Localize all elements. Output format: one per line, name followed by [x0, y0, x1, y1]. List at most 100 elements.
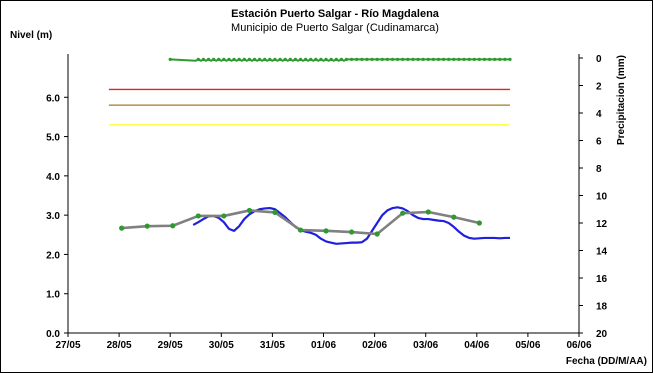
precipitation-point	[375, 57, 379, 61]
series-point-1	[221, 213, 227, 219]
precipitation-point	[457, 57, 461, 61]
x-ticks: 27/05 28/05 29/05 30/05 31/05 01/06 02/06 03/06…	[55, 333, 592, 351]
precipitation-point	[212, 57, 216, 61]
series-point-1	[170, 223, 176, 229]
precipitation-point	[370, 57, 374, 61]
precipitation-point	[493, 57, 497, 61]
y-tick-label: 3.0	[46, 211, 60, 222]
precipitation-point	[222, 57, 226, 61]
series-point-1	[476, 220, 482, 226]
y-tick-label: 0.0	[46, 329, 60, 340]
precipitation-point	[503, 57, 507, 61]
precipitation-point	[334, 57, 338, 61]
series-point-1	[425, 209, 431, 215]
y-ticks: 0.0 1.0 2.0 3.0 4.0 5.0 6.0	[46, 93, 68, 340]
precipitation-point	[242, 57, 246, 61]
y-tick-label: 1.0	[46, 290, 60, 301]
series-point-1	[349, 229, 355, 235]
precipitation-point	[283, 57, 287, 61]
precipitation-point	[390, 57, 395, 61]
threshold-lines	[108, 88, 511, 126]
x-tick-label: 01/06	[311, 340, 336, 351]
series-point-1	[451, 214, 457, 220]
precipitation-series	[168, 57, 512, 62]
x-tick-label: 27/05	[55, 340, 80, 351]
precipitation-point	[426, 57, 430, 61]
precipitation-point	[395, 57, 400, 61]
y-tick-label: 4.0	[46, 172, 60, 183]
precipitation-point	[298, 57, 303, 61]
precipitation-point	[462, 57, 466, 61]
y2-tick-label: 2	[596, 82, 602, 93]
series-point-1	[195, 213, 201, 219]
precipitation-point	[339, 57, 343, 61]
x-axis-label: Fecha (DD/M/AA)	[566, 356, 647, 367]
precipitation-point	[319, 57, 323, 61]
x-tick-label: 06/06	[566, 340, 591, 351]
precipitation-point	[258, 57, 262, 61]
precipitation-point	[324, 57, 328, 61]
series-point-1	[272, 209, 278, 215]
series-point-1	[246, 207, 253, 214]
y-tick-label: 2.0	[46, 250, 60, 261]
precipitation-point	[293, 57, 297, 61]
precipitation-point	[436, 57, 441, 61]
y2-tick-label: 6	[596, 137, 602, 148]
precipitation-point	[380, 57, 384, 61]
precipitation-point	[482, 57, 487, 61]
precipitation-point	[227, 57, 231, 61]
x-tick-label: 04/06	[464, 340, 489, 351]
level-series-group	[119, 206, 511, 245]
y-tick-label: 5.0	[46, 133, 60, 144]
precipitation-point	[252, 57, 257, 61]
precipitation-point	[401, 57, 405, 61]
x-tick-label: 29/05	[158, 340, 183, 351]
chart-title: Estación Puerto Salgar - Río Magdalena	[231, 8, 440, 20]
y2-tick-label: 12	[596, 219, 608, 230]
precipitation-point	[441, 57, 446, 61]
precipitation-point	[411, 57, 415, 61]
chart-subtitle: Municipio de Puerto Salgar (Cudinamarca)	[231, 22, 439, 34]
precipitation-point	[268, 57, 272, 61]
precipitation-point	[304, 57, 308, 61]
precipitation-point	[472, 57, 476, 61]
precipitation-point	[350, 57, 354, 61]
precipitation-point	[273, 57, 277, 61]
series-line-0	[192, 206, 511, 245]
precipitation-point	[168, 57, 172, 61]
precipitation-point	[385, 57, 389, 61]
series-point-1	[119, 225, 125, 231]
y2-tick-label: 0	[596, 54, 602, 65]
precipitation-point	[447, 57, 451, 61]
x-tick-label: 30/05	[209, 340, 234, 351]
series-point-1	[323, 228, 329, 234]
precipitation-point	[498, 57, 502, 61]
y2-tick-label: 4	[596, 109, 602, 120]
precipitation-point	[314, 57, 318, 61]
y2-tick-label: 10	[596, 192, 608, 203]
precipitation-point	[329, 57, 333, 61]
precipitation-point	[467, 57, 471, 61]
y2-axis-label: Precipitacion (mm)	[616, 55, 627, 145]
precipitation-point	[416, 57, 420, 61]
series-point-1	[400, 210, 406, 216]
precipitation-point	[365, 57, 369, 61]
precipitation-point	[206, 57, 211, 61]
precipitation-point	[355, 57, 359, 61]
precipitation-point	[237, 57, 241, 61]
precipitation-point	[217, 57, 221, 61]
precipitation-point	[421, 57, 425, 61]
precipitation-point	[487, 57, 492, 61]
y2-tick-label: 20	[596, 329, 608, 340]
precipitation-point	[360, 57, 364, 61]
y2-tick-label: 18	[596, 302, 608, 313]
x-tick-label: 03/06	[413, 340, 438, 351]
x-tick-label: 31/05	[260, 340, 285, 351]
precipitation-point	[232, 57, 236, 61]
y2-tick-label: 16	[596, 274, 608, 285]
axes	[67, 54, 580, 334]
precipitation-point	[431, 57, 435, 61]
x-tick-label: 05/06	[515, 340, 540, 351]
precipitation-point	[508, 57, 512, 61]
